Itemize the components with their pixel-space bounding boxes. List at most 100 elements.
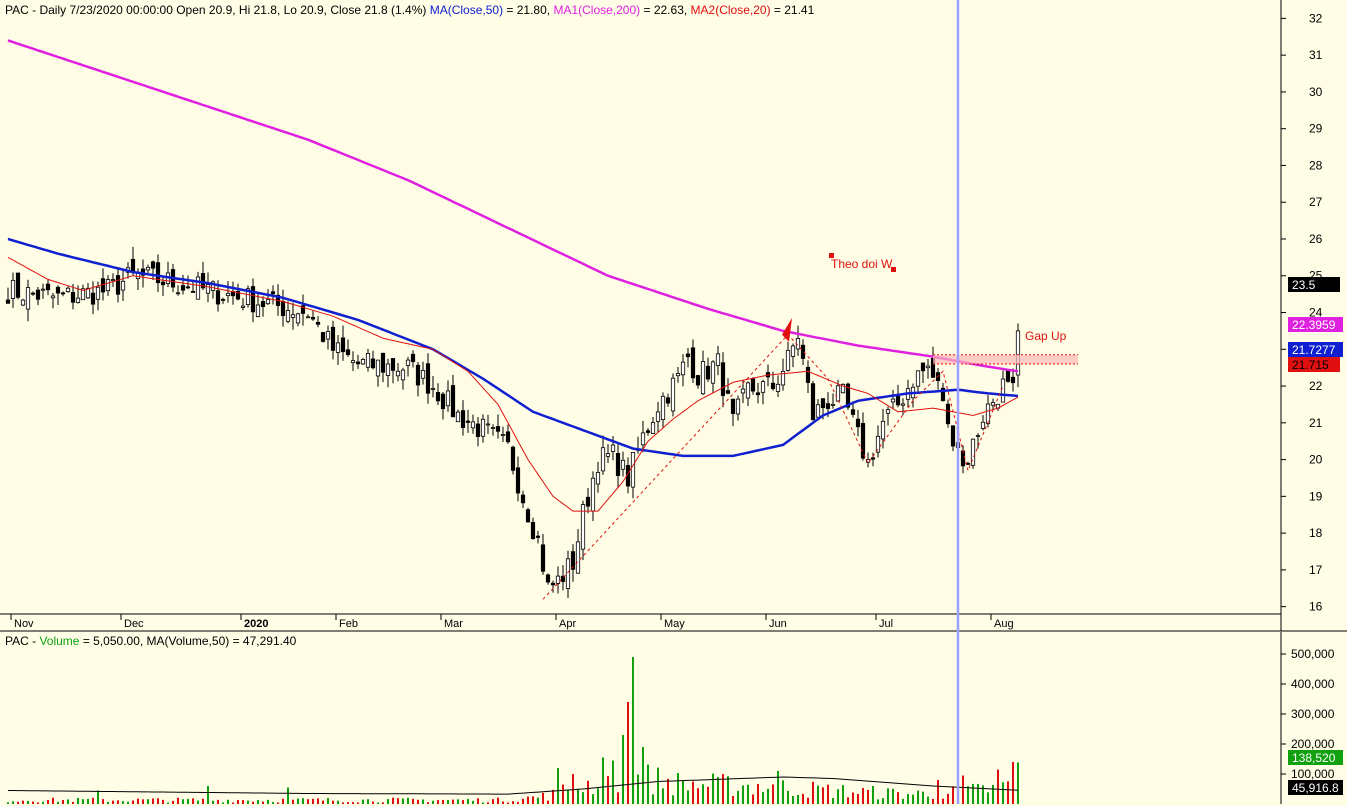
- candle[interactable]: [1000, 378, 1006, 403]
- volume-bar[interactable]: [912, 794, 914, 804]
- volume-bar[interactable]: [827, 784, 829, 804]
- volume-bar[interactable]: [922, 791, 924, 804]
- volume-bar[interactable]: [612, 760, 614, 805]
- volume-bar[interactable]: [192, 798, 194, 804]
- candle[interactable]: [205, 284, 211, 294]
- candle[interactable]: [770, 382, 776, 390]
- volume-bar[interactable]: [202, 798, 204, 804]
- volume-bar[interactable]: [592, 794, 594, 804]
- candle[interactable]: [785, 349, 791, 371]
- volume-bar[interactable]: [17, 801, 19, 804]
- candle[interactable]: [665, 397, 671, 404]
- volume-bar[interactable]: [902, 798, 904, 804]
- volume-bar[interactable]: [822, 787, 824, 804]
- volume-bar[interactable]: [512, 801, 514, 804]
- candle[interactable]: [130, 258, 136, 272]
- volume-bar[interactable]: [197, 800, 199, 804]
- volume-bar[interactable]: [867, 789, 869, 804]
- volume-bar[interactable]: [117, 800, 119, 804]
- candle[interactable]: [240, 305, 246, 308]
- candle[interactable]: [340, 337, 346, 353]
- candle[interactable]: [575, 541, 581, 574]
- candle[interactable]: [425, 363, 431, 394]
- candle[interactable]: [35, 289, 41, 300]
- volume-bar[interactable]: [397, 798, 399, 804]
- candle[interactable]: [670, 377, 676, 412]
- candle[interactable]: [675, 373, 681, 377]
- volume-bar[interactable]: [842, 785, 844, 804]
- candle[interactable]: [30, 292, 36, 295]
- volume-bar[interactable]: [442, 799, 444, 804]
- candle[interactable]: [15, 272, 21, 298]
- candle[interactable]: [510, 446, 516, 471]
- candle[interactable]: [255, 304, 261, 318]
- volume-bar[interactable]: [412, 798, 414, 804]
- volume-bar[interactable]: [92, 797, 94, 804]
- candle[interactable]: [745, 382, 751, 399]
- candle[interactable]: [80, 288, 86, 301]
- candle[interactable]: [60, 292, 66, 295]
- candle[interactable]: [980, 421, 986, 429]
- volume-bar[interactable]: [67, 799, 69, 804]
- candle[interactable]: [920, 362, 926, 372]
- candle[interactable]: [380, 352, 386, 373]
- volume-bar[interactable]: [952, 786, 954, 804]
- volume-bar[interactable]: [417, 799, 419, 804]
- volume-bar[interactable]: [877, 799, 879, 804]
- candle[interactable]: [660, 395, 666, 420]
- candle[interactable]: [990, 402, 996, 406]
- volume-bar[interactable]: [422, 799, 424, 804]
- volume-bar[interactable]: [507, 802, 509, 804]
- candle[interactable]: [325, 331, 331, 340]
- volume-panel[interactable]: PAC - Volume = 5,050.00, MA(Volume,50) =…: [5, 632, 1343, 804]
- volume-bar[interactable]: [47, 799, 49, 804]
- price-panel[interactable]: 1617181920212223242526272829303132NovDec…: [0, 0, 1347, 632]
- volume-bar[interactable]: [152, 798, 154, 804]
- volume-bar[interactable]: [1012, 762, 1014, 804]
- candle[interactable]: [545, 574, 551, 583]
- volume-bar[interactable]: [372, 801, 374, 804]
- volume-bar[interactable]: [352, 802, 354, 804]
- candle[interactable]: [780, 370, 786, 386]
- candle[interactable]: [295, 313, 301, 324]
- volume-bar[interactable]: [112, 800, 114, 804]
- candle[interactable]: [540, 544, 546, 572]
- volume-bar[interactable]: [332, 800, 334, 804]
- candle[interactable]: [500, 433, 506, 436]
- volume-bar[interactable]: [792, 795, 794, 804]
- volume-bar[interactable]: [347, 802, 349, 804]
- candle[interactable]: [455, 411, 461, 423]
- volume-bar[interactable]: [587, 780, 589, 804]
- candle[interactable]: [20, 299, 26, 306]
- candle[interactable]: [515, 467, 521, 494]
- candle[interactable]: [365, 353, 371, 368]
- volume-bar[interactable]: [392, 797, 394, 804]
- volume-bar[interactable]: [832, 798, 834, 804]
- volume-bar[interactable]: [247, 800, 249, 804]
- candle[interactable]: [695, 375, 701, 386]
- volume-bar[interactable]: [32, 801, 34, 804]
- volume-bar[interactable]: [57, 801, 59, 804]
- volume-bar[interactable]: [882, 798, 884, 804]
- volume-bar[interactable]: [22, 800, 24, 804]
- volume-bar[interactable]: [547, 800, 549, 804]
- volume-bar[interactable]: [767, 788, 769, 804]
- candle[interactable]: [400, 369, 406, 381]
- candle[interactable]: [925, 365, 931, 369]
- candle[interactable]: [585, 496, 591, 507]
- volume-bar[interactable]: [1017, 762, 1019, 804]
- volume-bar[interactable]: [642, 747, 644, 804]
- candle[interactable]: [735, 398, 741, 415]
- candle[interactable]: [405, 359, 411, 366]
- volume-bar[interactable]: [147, 799, 149, 804]
- candle[interactable]: [775, 383, 781, 392]
- candle[interactable]: [550, 582, 556, 586]
- volume-bar[interactable]: [657, 767, 659, 804]
- candle[interactable]: [945, 403, 951, 425]
- volume-bar[interactable]: [402, 798, 404, 804]
- candle[interactable]: [560, 575, 566, 582]
- candle[interactable]: [290, 314, 296, 318]
- volume-bar[interactable]: [622, 735, 624, 804]
- candle[interactable]: [985, 403, 991, 425]
- candle[interactable]: [975, 435, 981, 437]
